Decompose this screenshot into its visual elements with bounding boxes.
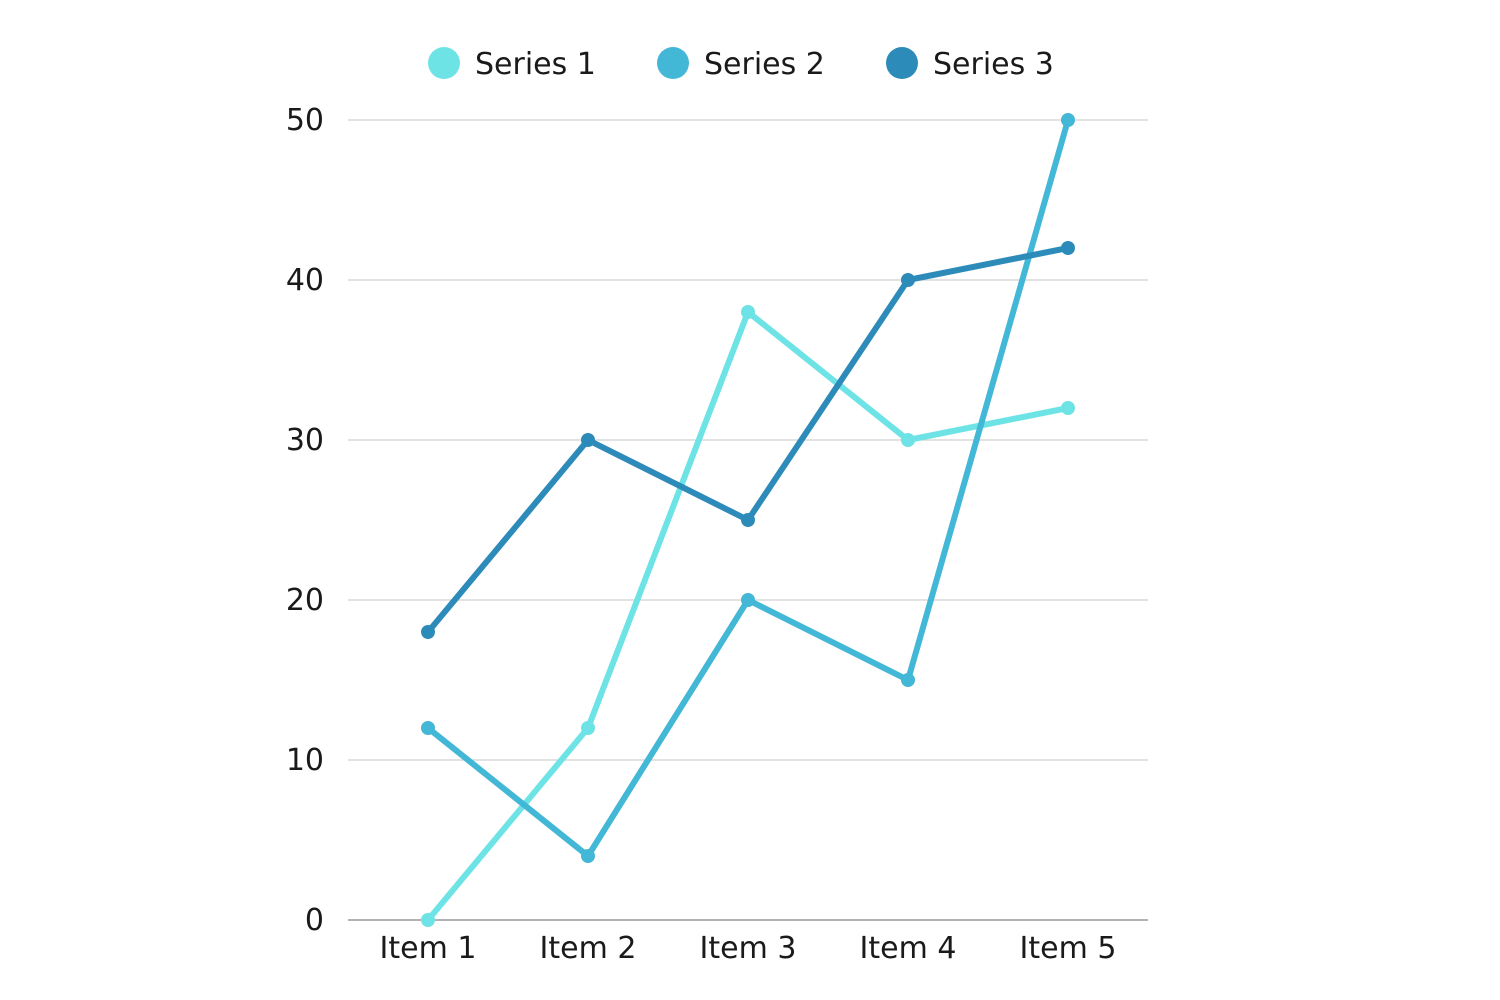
series-lines bbox=[421, 113, 1075, 927]
data-point bbox=[421, 913, 435, 927]
legend-item: Series 1 bbox=[428, 47, 596, 82]
data-point bbox=[421, 721, 435, 735]
series-2 bbox=[421, 113, 1075, 863]
data-point bbox=[901, 673, 915, 687]
legend-item: Series 2 bbox=[657, 47, 825, 82]
series-1 bbox=[421, 305, 1075, 927]
data-point bbox=[901, 433, 915, 447]
legend-label: Series 2 bbox=[704, 47, 825, 82]
data-point bbox=[741, 593, 755, 607]
x-tick-label: Item 2 bbox=[540, 931, 637, 966]
y-tick-label: 50 bbox=[286, 103, 324, 138]
x-tick-label: Item 5 bbox=[1020, 931, 1117, 966]
data-point bbox=[421, 625, 435, 639]
series-line bbox=[425, 309, 1071, 923]
y-tick-label: 0 bbox=[305, 903, 324, 938]
x-tick-label: Item 3 bbox=[700, 931, 797, 966]
data-point bbox=[901, 273, 915, 287]
data-point bbox=[581, 433, 595, 447]
y-tick-label: 40 bbox=[286, 263, 324, 298]
legend-marker bbox=[428, 47, 460, 79]
legend-label: Series 1 bbox=[475, 47, 596, 82]
data-point bbox=[1061, 113, 1075, 127]
y-tick-label: 20 bbox=[286, 583, 324, 618]
y-tick-label: 10 bbox=[286, 743, 324, 778]
data-point bbox=[741, 513, 755, 527]
x-tick-label: Item 4 bbox=[860, 931, 957, 966]
legend-marker bbox=[886, 47, 918, 79]
data-point bbox=[581, 849, 595, 863]
data-point bbox=[1061, 401, 1075, 415]
series-3 bbox=[421, 241, 1075, 639]
data-point bbox=[581, 721, 595, 735]
legend-label: Series 3 bbox=[933, 47, 1054, 82]
legend: Series 1 Series 2 Series 3 bbox=[428, 47, 1054, 82]
axes: 0 10 20 30 40 50 Item 1 Item 2 Item 3 Item 4 Item … bbox=[286, 103, 1148, 966]
data-point bbox=[1061, 241, 1075, 255]
series-line bbox=[425, 117, 1071, 859]
data-point bbox=[741, 305, 755, 319]
legend-marker bbox=[657, 47, 689, 79]
x-tick-label: Item 1 bbox=[380, 931, 477, 966]
grid-lines bbox=[348, 119, 1148, 761]
y-tick-label: 30 bbox=[286, 423, 324, 458]
legend-item: Series 3 bbox=[886, 47, 1054, 82]
